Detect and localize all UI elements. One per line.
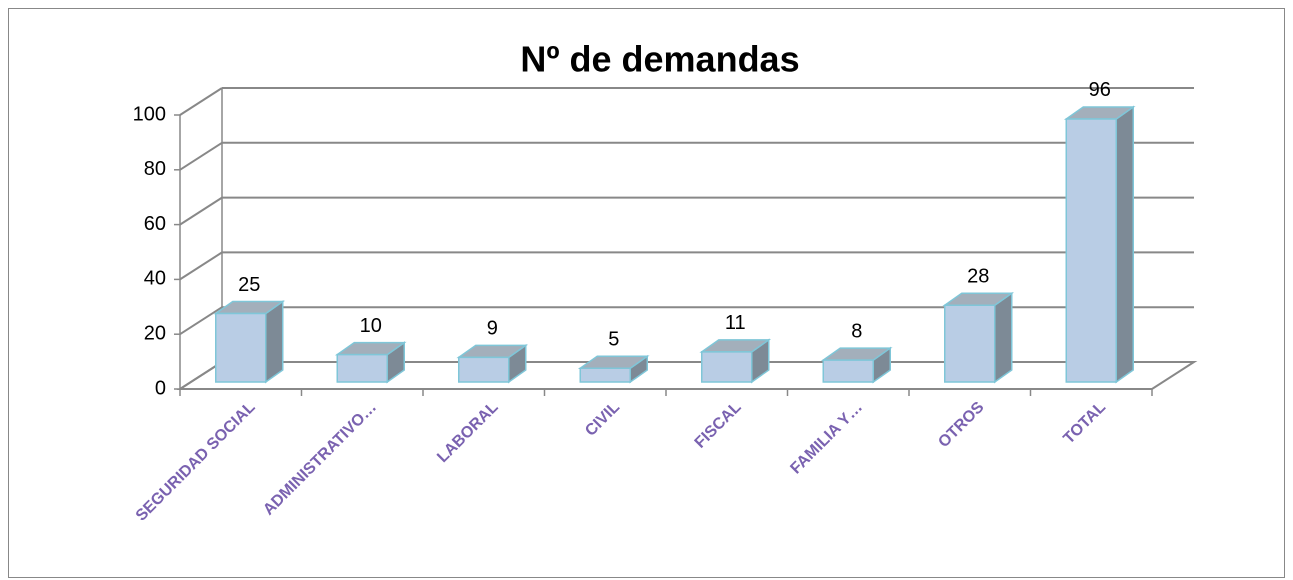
bar-side — [1115, 105, 1134, 384]
bar-front — [1065, 118, 1117, 383]
bar — [577, 354, 650, 384]
bar — [334, 341, 407, 384]
grid-line — [179, 251, 223, 281]
y-tick-label: 60 — [144, 213, 166, 235]
bar-front — [944, 304, 996, 383]
bar — [820, 346, 893, 384]
bar-front — [215, 312, 267, 383]
value-label: 5 — [608, 329, 619, 351]
value-label: 11 — [725, 312, 746, 334]
value-label: 96 — [1089, 79, 1111, 101]
bar-side — [265, 300, 284, 384]
bar — [942, 291, 1015, 384]
bar-front — [701, 351, 753, 383]
value-label: 9 — [487, 318, 498, 340]
grid-line — [179, 87, 223, 116]
y-tick-label: 40 — [144, 268, 166, 290]
grid-line — [179, 141, 223, 171]
grid-line — [179, 306, 223, 336]
y-tick-label: 0 — [155, 377, 166, 399]
bar — [456, 343, 529, 384]
bar-front — [822, 359, 874, 383]
value-label: 10 — [360, 315, 382, 337]
grid-line — [179, 196, 223, 226]
bar-front — [458, 356, 510, 383]
bar-front — [336, 353, 388, 383]
value-label: 8 — [851, 320, 862, 342]
value-label: 25 — [238, 274, 260, 296]
bar-front — [579, 367, 631, 383]
bar-side — [994, 291, 1013, 384]
y-tick-label: 20 — [144, 322, 166, 344]
bar — [1063, 105, 1136, 384]
y-tick-label: 80 — [144, 158, 166, 180]
chart-title: Nº de demandas — [520, 39, 799, 80]
y-tick-label: 100 — [133, 103, 166, 125]
bar — [699, 338, 772, 384]
value-label: 28 — [967, 266, 989, 288]
bar — [213, 300, 286, 384]
